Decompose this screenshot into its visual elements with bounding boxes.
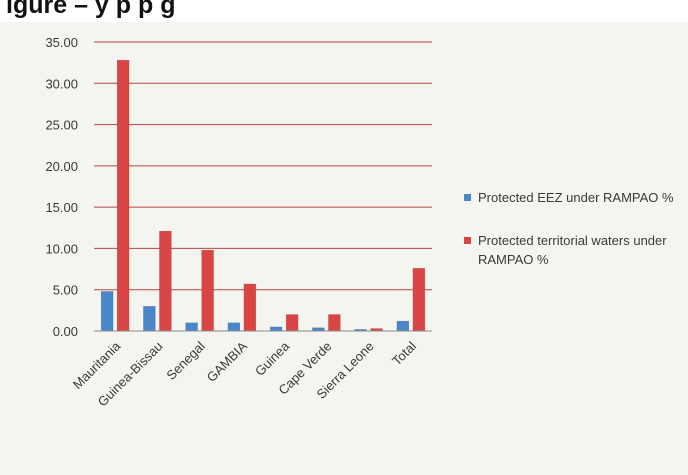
bar-territorial bbox=[412, 267, 426, 332]
legend-label-eez: Protected EEZ under RAMPAO % bbox=[478, 190, 674, 205]
bar-eez bbox=[143, 305, 156, 332]
bar-eez bbox=[269, 326, 283, 332]
y-tick-label: 20.00 bbox=[45, 159, 78, 174]
x-tick-label: Senegal bbox=[163, 338, 207, 382]
legend-label-territorial: Protected territorial waters under RAMPA… bbox=[478, 233, 667, 267]
bar-territorial bbox=[243, 283, 257, 332]
figure-title-strip: igure – y p p g bbox=[0, 0, 688, 22]
legend-item-eez: Protected EEZ under RAMPAO % bbox=[462, 188, 677, 207]
y-axis-tick-labels: 0.00 5.00 10.00 15.00 20.00 25.00 30.00 35.00 bbox=[45, 35, 78, 339]
y-tick-label: 35.00 bbox=[45, 35, 78, 50]
gridlines bbox=[94, 41, 432, 291]
bar-eez bbox=[396, 320, 410, 332]
y-tick-label: 25.00 bbox=[45, 118, 78, 133]
x-tick-label: GAMBIA bbox=[204, 338, 251, 385]
y-tick-label: 15.00 bbox=[45, 200, 78, 215]
bar-territorial bbox=[328, 314, 341, 332]
bar-territorial bbox=[201, 249, 214, 332]
bar-territorial bbox=[285, 314, 299, 332]
bars bbox=[100, 59, 426, 332]
y-tick-label: 5.00 bbox=[53, 283, 78, 298]
x-tick-label: Guinea bbox=[252, 338, 293, 379]
y-tick-label: 0.00 bbox=[53, 324, 78, 339]
legend: Protected EEZ under RAMPAO % Protected t… bbox=[462, 188, 677, 293]
figure-title-fragment: igure – y p p g bbox=[6, 0, 176, 19]
legend-swatch-territorial bbox=[464, 237, 471, 244]
bar-chart: 0.00 5.00 10.00 15.00 20.00 25.00 30.00 35.00 M… bbox=[45, 35, 432, 409]
bar-eez bbox=[185, 322, 198, 332]
bar-territorial bbox=[159, 230, 172, 332]
legend-item-territorial: Protected territorial waters under RAMPA… bbox=[462, 231, 677, 269]
bar-eez bbox=[100, 291, 114, 332]
bar-territorial bbox=[116, 59, 130, 332]
y-tick-label: 10.00 bbox=[45, 241, 78, 256]
bar-eez bbox=[227, 322, 241, 332]
chart-area: 0.00 5.00 10.00 15.00 20.00 25.00 30.00 35.00 M… bbox=[0, 22, 688, 475]
y-tick-label: 30.00 bbox=[45, 76, 78, 91]
legend-swatch-eez bbox=[464, 194, 471, 201]
x-tick-label: Total bbox=[389, 338, 419, 368]
